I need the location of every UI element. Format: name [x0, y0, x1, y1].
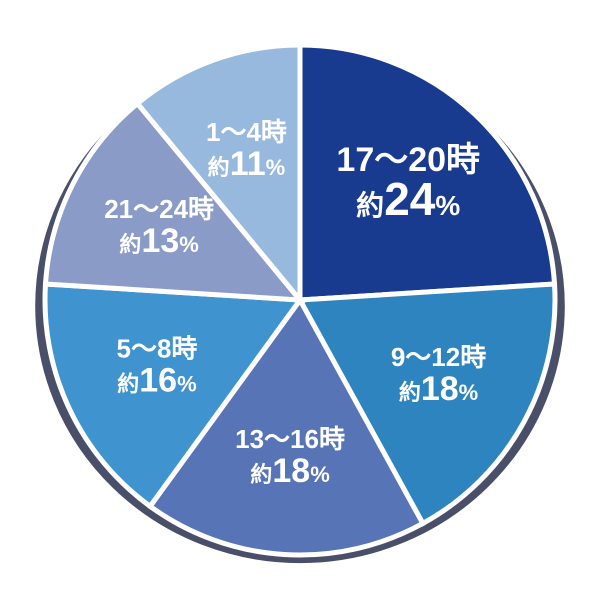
pie-chart-container: 17〜20時約24%9〜12時約18%13〜16時約18%5〜8時約16%21〜… — [0, 0, 600, 600]
pie-chart: 17〜20時約24%9〜12時約18%13〜16時約18%5〜8時約16%21〜… — [0, 0, 600, 600]
